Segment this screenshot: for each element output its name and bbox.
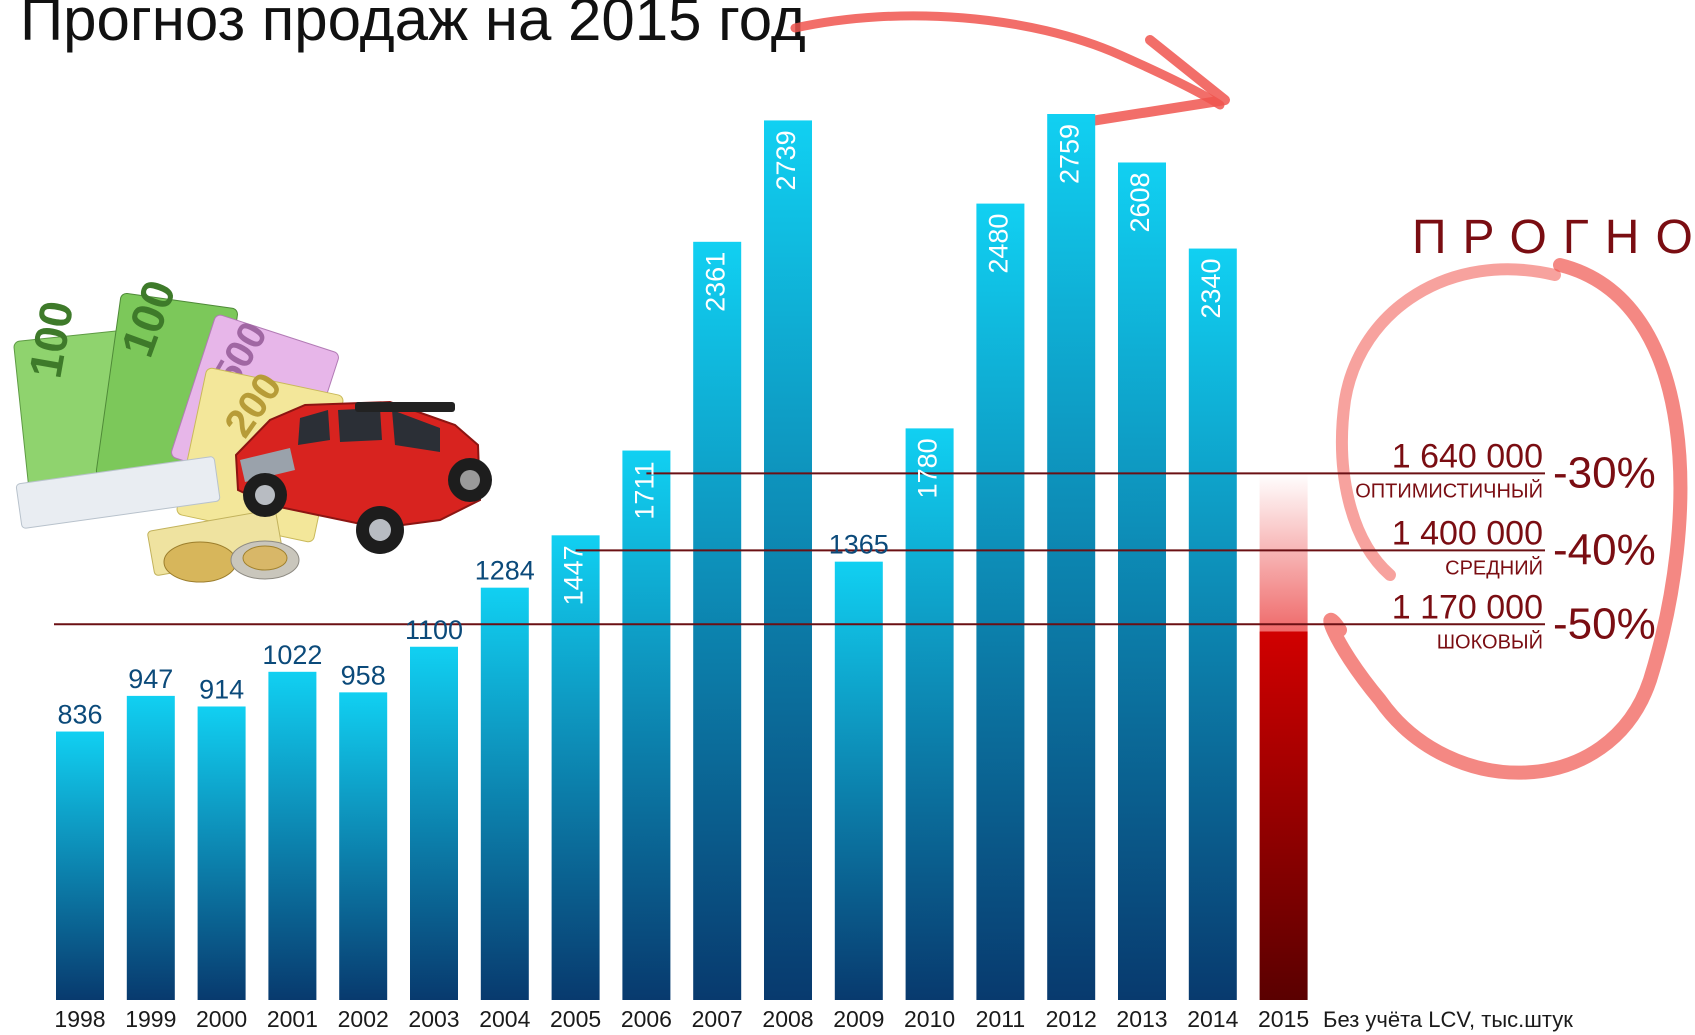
euro-money-and-red-suv-illustration: 100 100 500 200 bbox=[13, 274, 492, 583]
unit-note: Без учёта LCV, тыс.штук bbox=[1323, 1007, 1573, 1032]
chart-title: Прогноз продаж на 2015 год bbox=[20, 0, 806, 53]
bar-value-labels: 836 947 914 1022 958 1100 1284 1447 1711 2361 2739… bbox=[57, 124, 1225, 730]
x-tick-label-2010: 2010 bbox=[904, 1006, 955, 1032]
bar-2005 bbox=[551, 535, 600, 1000]
bar-value-label-2001: 1022 bbox=[262, 640, 322, 670]
bar-2000 bbox=[197, 706, 246, 1000]
banknote-white-strip bbox=[15, 456, 221, 529]
forecast-change-1: -30% bbox=[1553, 448, 1656, 497]
forecast-scenario-name-3: ШОКОВЫЙ bbox=[1437, 629, 1543, 653]
forecast-value-1: 1 640 000 bbox=[1392, 437, 1543, 475]
bar-value-label-2010: 1780 bbox=[913, 438, 943, 498]
bar-2011 bbox=[976, 203, 1025, 1000]
bar-2009 bbox=[834, 561, 883, 1000]
x-tick-label-2007: 2007 bbox=[692, 1006, 743, 1032]
x-tick-label-1998: 1998 bbox=[54, 1006, 105, 1032]
x-tick-label-2006: 2006 bbox=[621, 1006, 672, 1032]
x-tick-label-2001: 2001 bbox=[267, 1006, 318, 1032]
bar-value-label-2000: 914 bbox=[199, 674, 244, 704]
bar-2003 bbox=[410, 646, 458, 1000]
hand-drawn-circle-icon bbox=[1323, 258, 1688, 780]
x-tick-label-2000: 2000 bbox=[196, 1006, 247, 1032]
bar-value-label-1998: 836 bbox=[57, 700, 102, 730]
bar-2006 bbox=[622, 450, 671, 1000]
hand-drawn-arrow-icon bbox=[790, 11, 1230, 127]
bar-value-label-2012: 2759 bbox=[1054, 124, 1084, 184]
bar-value-label-2014: 2340 bbox=[1196, 259, 1226, 319]
euro-coins bbox=[163, 540, 300, 583]
x-tick-label-2008: 2008 bbox=[762, 1006, 813, 1032]
red-suv bbox=[234, 400, 492, 554]
x-tick-label-2013: 2013 bbox=[1116, 1006, 1167, 1032]
bar-2012 bbox=[1047, 114, 1096, 1000]
x-tick-label-2012: 2012 bbox=[1046, 1006, 1097, 1032]
bar-1999 bbox=[126, 695, 175, 1000]
forecast-reference-lines bbox=[54, 472, 1545, 626]
bar-value-label-2006: 1711 bbox=[630, 462, 660, 520]
bar-2001 bbox=[268, 671, 317, 1000]
forecast-scenario-name-2: СРЕДНИЙ bbox=[1445, 555, 1543, 579]
x-tick-label-2004: 2004 bbox=[479, 1006, 530, 1032]
x-tick-label-2003: 2003 bbox=[408, 1006, 459, 1032]
bar-value-label-2013: 2608 bbox=[1125, 172, 1155, 232]
forecast-bar-2015 bbox=[1259, 473, 1308, 1000]
forecast-change-3: -50% bbox=[1553, 599, 1656, 648]
bar-2008 bbox=[764, 120, 812, 1001]
bar-value-label-2008: 2739 bbox=[771, 130, 801, 190]
forecast-scenario-name-1: ОПТИМИСТИЧНЫЙ bbox=[1355, 478, 1543, 502]
x-tick-label-2002: 2002 bbox=[338, 1006, 389, 1032]
x-tick-label-2011: 2011 bbox=[976, 1006, 1025, 1032]
bar-value-label-2009: 1365 bbox=[829, 530, 889, 560]
x-tick-label-2005: 2005 bbox=[550, 1006, 601, 1032]
bar-value-label-2011: 2480 bbox=[984, 214, 1014, 274]
forecast-scenarios: 1 640 000 ОПТИМИСТИЧНЫЙ -30% 1 400 000 СРЕДН… bbox=[1355, 437, 1656, 653]
x-tick-label-2015: 2015 bbox=[1258, 1006, 1309, 1032]
forecast-value-3: 1 170 000 bbox=[1392, 588, 1543, 626]
x-tick-label-2014: 2014 bbox=[1187, 1006, 1238, 1032]
bar-value-label-2005: 1447 bbox=[559, 545, 589, 605]
bar-2007 bbox=[693, 241, 742, 1001]
forecast-change-2: -40% bbox=[1553, 525, 1656, 574]
bar-2010 bbox=[905, 428, 954, 1000]
x-axis-tick-labels: 1998 1999 2000 2001 2002 2003 2004 2005 2006 2007… bbox=[54, 1006, 1309, 1032]
bar-value-label-1999: 947 bbox=[128, 664, 173, 694]
forecast-heading: ПРОГНОЗ bbox=[1412, 211, 1695, 264]
bar-value-label-2004: 1284 bbox=[475, 556, 535, 586]
bars bbox=[56, 114, 1308, 1001]
bar-2004 bbox=[480, 587, 529, 1000]
x-tick-label-1999: 1999 bbox=[125, 1006, 176, 1032]
bar-2013 bbox=[1118, 162, 1166, 1001]
bar-value-label-2007: 2361 bbox=[700, 252, 730, 312]
bar-1998 bbox=[56, 731, 104, 1000]
forecast-value-2: 1 400 000 bbox=[1392, 514, 1543, 552]
x-tick-label-2009: 2009 bbox=[833, 1006, 884, 1032]
bar-value-label-2003: 1100 bbox=[405, 615, 463, 645]
bar-value-label-2002: 958 bbox=[341, 660, 386, 690]
bar-2002 bbox=[339, 692, 388, 1000]
